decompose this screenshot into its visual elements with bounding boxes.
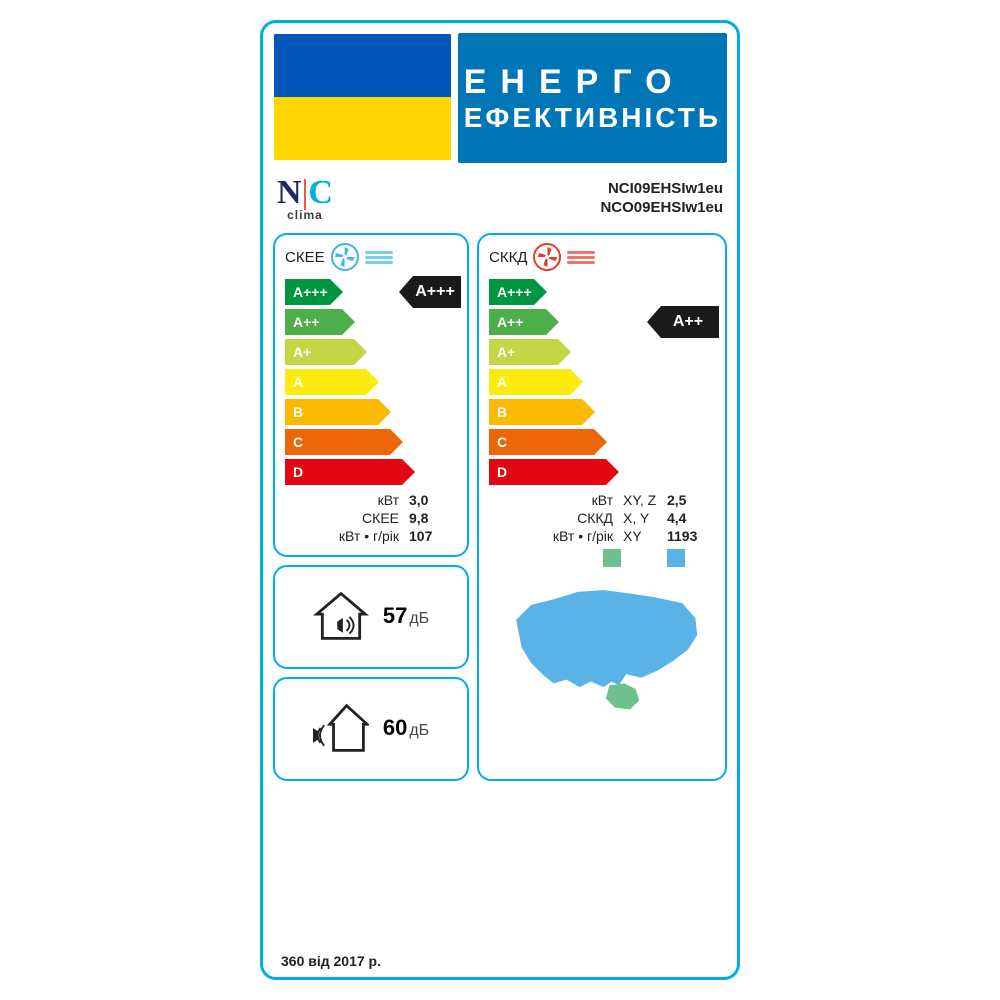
- heating-specs: кВт XY, Z 2,5 СККД X, Y 4,4 кВт • г/рік XY 119…: [489, 491, 715, 545]
- title-line2: ЕФЕКТИВНІСТЬ: [464, 102, 721, 134]
- heat-waves-icon: [567, 251, 595, 264]
- flag-yellow: [274, 97, 451, 160]
- spec-k: кВт: [493, 492, 613, 508]
- brand-sub: clima: [287, 208, 323, 222]
- outdoor-noise-panel: 60дБ: [273, 677, 469, 781]
- map-mainland: [516, 590, 697, 687]
- cooling-specs: кВт 3,0 СКЕЕ 9,8 кВт • г/рік 107: [285, 491, 457, 545]
- noise-value: 57: [383, 603, 407, 628]
- scale-rung: A+: [285, 339, 367, 365]
- cooling-label: СКЕЕ: [285, 249, 325, 266]
- energy-label: ЕНЕРГО ЕФЕКТИВНІСТЬ N|C clima NCI09EHSIw…: [260, 20, 740, 980]
- right-column: СККД A+++ A++ A+ ABCD A++ кВт XY, Z 2,5 СККД X,…: [477, 233, 727, 781]
- flag-blue: [274, 34, 451, 97]
- house-outdoor-icon: [313, 700, 369, 756]
- brand-row: N|C clima NCI09EHSIw1eu NCO09EHSIw1eu: [273, 163, 727, 229]
- header-row: ЕНЕРГО ЕФЕКТИВНІСТЬ: [273, 33, 727, 163]
- brand-c: C: [308, 174, 333, 211]
- scale-rung: A+: [489, 339, 571, 365]
- heating-head: СККД: [489, 243, 715, 271]
- house-indoor-icon: [313, 588, 369, 644]
- brand-n: N: [277, 174, 302, 211]
- spec-v: 3,0: [409, 492, 453, 508]
- rating-pointer: A++: [647, 306, 719, 338]
- spec-m: XY: [623, 528, 657, 544]
- indoor-noise-panel: 57дБ: [273, 565, 469, 669]
- spec-m: X, Y: [623, 510, 657, 526]
- scale-rung: C: [285, 429, 403, 455]
- noise-unit: дБ: [409, 722, 429, 739]
- spec-k: кВт: [289, 492, 399, 508]
- scale-rung: A++: [489, 309, 559, 335]
- scale-rung: D: [285, 459, 415, 485]
- scale-rung: B: [285, 399, 391, 425]
- spec-k: кВт • г/рік: [493, 528, 613, 544]
- spec-v: 1193: [667, 528, 711, 544]
- heating-label: СККД: [489, 249, 527, 266]
- noise-unit: дБ: [409, 610, 429, 627]
- scale-rung: A: [285, 369, 379, 395]
- model-numbers: NCI09EHSIw1eu NCO09EHSIw1eu: [600, 179, 723, 218]
- swatch-blue: [667, 549, 685, 567]
- title-line1: ЕНЕРГО: [464, 63, 721, 102]
- footer-regulation: 360 від 2017 р.: [281, 953, 381, 969]
- heating-scale: A+++A++A+ABCDA++: [489, 279, 715, 485]
- scale-rung: B: [489, 399, 595, 425]
- swatch-green: [603, 549, 621, 567]
- heating-panel: СККД A+++ A++ A+ ABCD A++ кВт XY, Z 2,5 СККД X,…: [477, 233, 727, 781]
- title-box: ЕНЕРГО ЕФЕКТИВНІСТЬ: [458, 33, 727, 163]
- scale-rung: A++: [285, 309, 355, 335]
- spec-k: СККД: [493, 510, 613, 526]
- panels: СКЕЕ A+++A++A+ABCDA+++ кВт3,0 СКЕЕ9,8 кВ…: [273, 233, 727, 781]
- left-column: СКЕЕ A+++ A++ A+ ABCD A+++ кВт 3,0 СКЕЕ 9,8 кВ…: [273, 233, 469, 781]
- map-ukraine: [489, 577, 715, 717]
- indoor-noise-value: 57дБ: [383, 603, 429, 629]
- scale-rung: C: [489, 429, 607, 455]
- scale-rung: A+++: [489, 279, 547, 305]
- model-1: NCI09EHSIw1eu: [600, 179, 723, 199]
- spec-k: кВт • г/рік: [289, 528, 399, 544]
- cooling-head: СКЕЕ: [285, 243, 457, 271]
- flag-ukraine: [273, 33, 452, 161]
- brand-logo: N|C clima: [277, 174, 333, 222]
- map-crimea: [606, 683, 640, 709]
- spec-k: СКЕЕ: [289, 510, 399, 526]
- rating-pointer: A+++: [399, 276, 461, 308]
- scale-rung: A+++: [285, 279, 343, 305]
- noise-value: 60: [383, 715, 407, 740]
- spec-v: 107: [409, 528, 453, 544]
- spec-v: 4,4: [667, 510, 711, 526]
- spec-v: 9,8: [409, 510, 453, 526]
- spec-v: 2,5: [667, 492, 711, 508]
- model-2: NCO09EHSIw1eu: [600, 198, 723, 218]
- fan-icon-cool: [331, 243, 359, 271]
- fan-icon-heat: [533, 243, 561, 271]
- cool-waves-icon: [365, 251, 393, 264]
- scale-rung: A: [489, 369, 583, 395]
- cooling-scale: A+++A++A+ABCDA+++: [285, 279, 457, 485]
- cooling-panel: СКЕЕ A+++ A++ A+ ABCD A+++ кВт 3,0 СКЕЕ 9,8 кВ…: [273, 233, 469, 557]
- scale-rung: D: [489, 459, 619, 485]
- outdoor-noise-value: 60дБ: [383, 715, 429, 741]
- brand-nc: N|C: [277, 174, 333, 212]
- zone-swatches: [489, 549, 715, 567]
- spec-m: XY, Z: [623, 492, 657, 508]
